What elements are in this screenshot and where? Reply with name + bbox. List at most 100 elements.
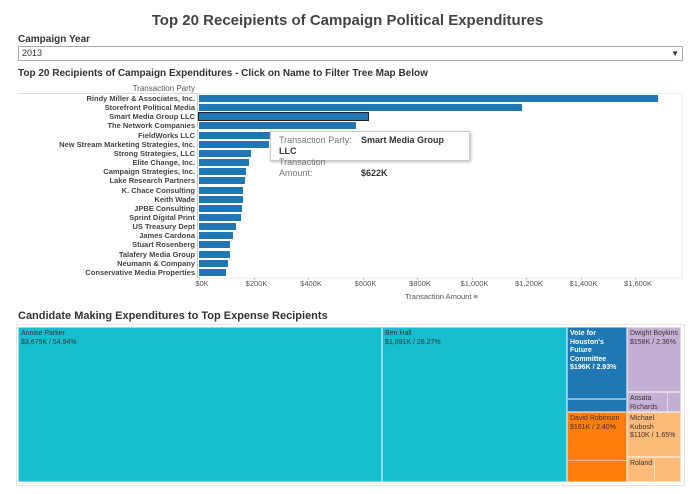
- campaign-year-label: Campaign Year: [18, 34, 91, 45]
- x-tick-label: $400K: [300, 279, 322, 288]
- cell-name: Vote for Houston's Future Committee: [570, 330, 607, 363]
- bar-label[interactable]: Sprint Digital Print: [129, 212, 195, 222]
- bar-label[interactable]: James Cardona: [139, 231, 195, 241]
- tooltip: Transaction Party: Smart Media Group LLC …: [270, 131, 470, 178]
- cell-value: $196K / 2.93%: [570, 364, 617, 371]
- x-tick: [253, 277, 255, 280]
- bar-label[interactable]: Strong Strategies, LLC: [113, 148, 195, 158]
- treemap-cell-small[interactable]: [567, 460, 627, 482]
- x-tick: [635, 277, 636, 280]
- cell-value: $110K / 1.65%: [630, 432, 676, 439]
- dashboard-title: Top 20 Receipients of Campaign Political…: [151, 12, 544, 29]
- bar[interactable]: [199, 259, 228, 267]
- bar-label[interactable]: FieldWorks LLC: [138, 130, 195, 140]
- cell-name: Ben Hall: [385, 330, 412, 337]
- campaign-year-dropdown[interactable]: 2013 ▼: [18, 46, 683, 61]
- bar[interactable]: [199, 241, 230, 249]
- bar-label[interactable]: Neumann & Company: [117, 258, 195, 268]
- treemap-cell[interactable]: Dwight Boykins $158K / 2.36%: [627, 327, 681, 392]
- tooltip-party-value: Smart Media Group LLC: [279, 135, 445, 156]
- bar[interactable]: [199, 168, 246, 176]
- campaign-year-value: 2013: [22, 48, 43, 58]
- treemap-cell[interactable]: Michael Kubosh $110K / 1.65%: [627, 412, 681, 457]
- bar[interactable]: [199, 149, 252, 157]
- x-tick: [308, 277, 309, 280]
- sort-icon[interactable]: ≡: [473, 292, 478, 301]
- bar[interactable]: [199, 159, 250, 167]
- bar-label[interactable]: K. Chace Consulting: [121, 185, 195, 195]
- bar-chart-title: Top 20 Recipients of Campaign Expenditur…: [18, 68, 428, 79]
- bar-label[interactable]: Elite Change, Inc.: [132, 158, 195, 168]
- bar[interactable]: [199, 140, 270, 148]
- chevron-down-icon[interactable]: ▼: [671, 49, 679, 58]
- cell-name: Roland Chavez: [630, 460, 678, 467]
- cell-name: Michael Kubosh: [630, 415, 655, 431]
- x-tick: [199, 277, 200, 280]
- bar-label[interactable]: New Stream Marketing Strategies, Inc.: [59, 139, 195, 149]
- bar[interactable]: [199, 95, 658, 102]
- x-tick: [417, 277, 418, 280]
- tooltip-amount-value: $622K: [361, 168, 388, 178]
- treemap-cell[interactable]: Ben Hall $1,891K / 28.27%: [382, 327, 567, 482]
- bar-label[interactable]: The Network Companies: [107, 121, 195, 131]
- cell-name: Dwight Boykins: [630, 330, 678, 337]
- y-axis-title: Transaction Party: [132, 84, 195, 93]
- x-tick: [580, 277, 582, 280]
- bar[interactable]: [199, 186, 244, 194]
- divider: [18, 93, 198, 94]
- bar[interactable]: [199, 213, 242, 221]
- x-tick: [471, 277, 473, 280]
- bar[interactable]: [199, 195, 243, 203]
- cell-value: $3,675K / 54.94%: [21, 338, 77, 346]
- x-tick-label: $0K: [195, 279, 209, 288]
- bar-label[interactable]: Stuart Rosenberg: [132, 240, 195, 250]
- x-axis-title[interactable]: Transaction Amount ≡: [405, 292, 478, 301]
- bar[interactable]: [199, 223, 237, 231]
- bar[interactable]: [199, 250, 230, 258]
- bar-label[interactable]: Rindy Miller & Associates, Inc.: [86, 94, 195, 103]
- bar-label[interactable]: Smart Media Group LLC: [109, 112, 195, 122]
- x-tick-label: $200K: [245, 279, 268, 288]
- bar[interactable]: [199, 177, 246, 185]
- x-tick-label: $800K: [409, 279, 431, 288]
- bar-label[interactable]: Keith Wade: [154, 194, 195, 204]
- x-tick-label: $1,400K: [569, 279, 598, 288]
- bar[interactable]: [197, 112, 370, 122]
- tooltip-party-label: Transaction Party:: [279, 135, 352, 145]
- tooltip-amount-label: Transaction Amount:: [279, 157, 326, 178]
- bar[interactable]: [199, 204, 243, 212]
- x-tick-label: $1,600K: [624, 279, 652, 288]
- treemap-cell[interactable]: Annise Parker $3,675K / 54.94%: [18, 327, 382, 482]
- bar[interactable]: [199, 131, 270, 139]
- cell-name: Assata Richards: [630, 395, 658, 411]
- bar-label[interactable]: Lake Research Partners: [109, 176, 195, 186]
- bar[interactable]: [199, 232, 233, 240]
- bar-label[interactable]: JPBE Consulting: [134, 203, 195, 213]
- x-tick: [526, 277, 527, 280]
- treemap-cell-small[interactable]: [567, 399, 627, 412]
- treemap-cell-small[interactable]: [667, 392, 681, 412]
- treemap: [16, 324, 685, 486]
- cell-name: Annise Parker: [21, 330, 65, 337]
- x-axis-title-text: Transaction Amount: [405, 292, 472, 301]
- cell-value: $1,891K / 28.27%: [385, 338, 441, 346]
- bar-label[interactable]: Talafery Media Group: [118, 249, 195, 259]
- bar-label[interactable]: Conservative Media Properties: [85, 267, 195, 277]
- cell-value: $158K / 2.36%: [630, 338, 676, 346]
- treemap-cell-small[interactable]: [654, 457, 681, 482]
- x-tick-label: $1,000K: [460, 279, 489, 288]
- cell-name: David Robinson: [570, 415, 620, 422]
- bar-label[interactable]: US Treasury Dept: [132, 222, 195, 232]
- plot-area: [197, 93, 683, 279]
- treemap-title: Candidate Making Expenditures to Top Exp…: [18, 310, 328, 322]
- x-tick: [362, 277, 364, 280]
- x-tick-label: $1,200K: [515, 279, 543, 288]
- bar[interactable]: [199, 268, 227, 276]
- bar-label[interactable]: Storefront Political Media: [104, 103, 195, 113]
- cell-value: $161K / 2.40%: [570, 423, 616, 431]
- treemap-cell[interactable]: Vote for Houston's Future Committee $196K…: [567, 327, 627, 399]
- x-tick-label: $600K: [354, 279, 377, 288]
- bar[interactable]: [199, 122, 356, 130]
- bar-label[interactable]: Campaign Strategies, Inc.: [103, 167, 195, 177]
- bar[interactable]: [199, 104, 522, 112]
